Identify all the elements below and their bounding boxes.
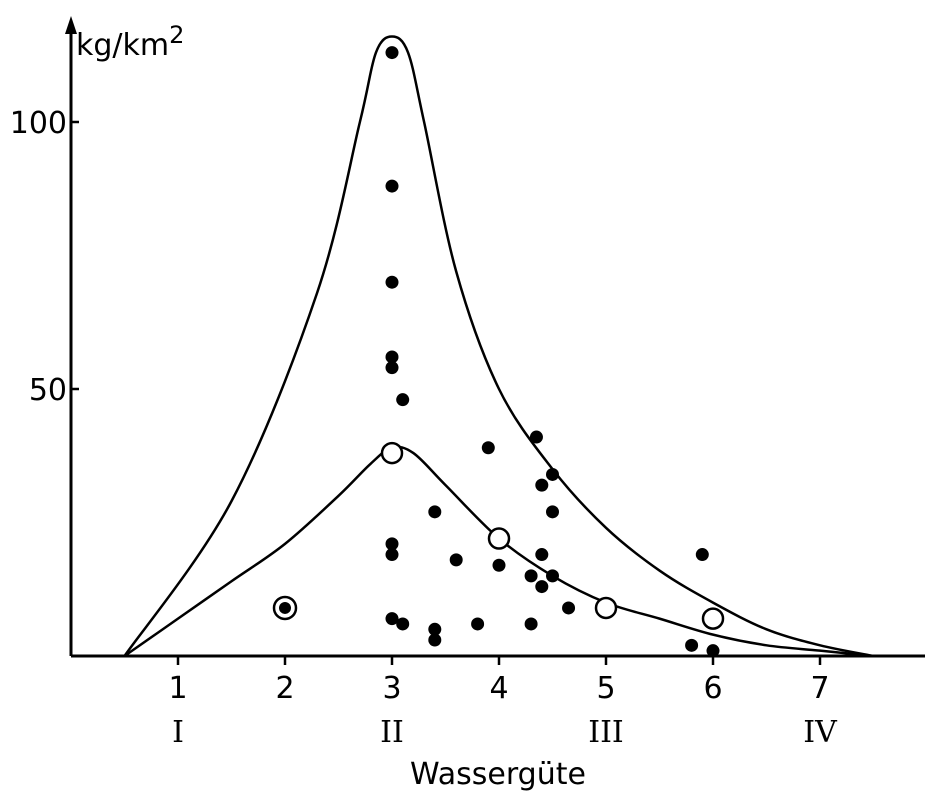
filled-data-point — [535, 580, 549, 594]
open-data-point — [701, 607, 725, 630]
roman-class-label: IV — [803, 715, 838, 750]
filled-data-point — [562, 601, 576, 615]
roman-class-label: II — [380, 715, 404, 750]
filled-data-point — [385, 350, 399, 364]
filled-data-point — [428, 622, 442, 636]
filled-data-point — [385, 179, 399, 193]
filled-data-point — [695, 548, 709, 562]
filled-data-point — [546, 569, 559, 583]
filled-data-point — [385, 548, 399, 562]
filled-data-point — [385, 361, 399, 375]
y-axis-arrow-icon — [65, 16, 77, 34]
x-tick-label: 7 — [810, 671, 829, 706]
ringed-data-point-center — [279, 601, 291, 614]
y-axis-title-unit: kg/km — [76, 28, 169, 63]
envelope-curves — [123, 35, 874, 658]
filled-data-point — [524, 569, 538, 583]
filled-data-point — [529, 430, 543, 444]
filled-data-point — [449, 553, 463, 567]
x-tick-label: 6 — [703, 671, 722, 706]
filled-data-point — [385, 537, 399, 551]
upper-envelope-curve — [123, 35, 874, 658]
filled-data-point — [471, 617, 485, 631]
y-axis-title-superscript: 2 — [169, 21, 184, 49]
y-axis-title: kg/km2 — [76, 21, 184, 63]
filled-data-point — [481, 441, 495, 455]
filled-data-point — [685, 638, 699, 652]
lower-envelope-curve — [123, 445, 874, 658]
x-tick-label: 2 — [275, 671, 294, 706]
filled-data-point — [396, 393, 410, 407]
x-tick-label: 5 — [596, 671, 615, 706]
filled-data-point — [385, 612, 399, 626]
filled-data-point — [535, 548, 549, 562]
filled-data-point — [524, 617, 538, 631]
filled-data-point — [492, 558, 506, 572]
x-tick-label: 3 — [382, 671, 401, 706]
y-tick-label: 100 — [10, 106, 67, 141]
data-points — [272, 46, 725, 658]
filled-data-point — [428, 633, 442, 647]
open-data-point — [594, 596, 618, 620]
filled-data-point — [546, 505, 559, 519]
y-tick-label: 50 — [29, 373, 67, 408]
filled-data-point — [535, 478, 549, 492]
open-data-point — [487, 527, 511, 550]
x-axis-title: Wassergüte — [410, 757, 586, 792]
filled-data-point — [396, 617, 410, 631]
open-data-point — [380, 441, 404, 465]
filled-data-point — [428, 505, 442, 519]
x-tick-label: 1 — [168, 671, 187, 706]
filled-data-point — [385, 46, 399, 60]
filled-data-point — [546, 467, 559, 481]
axis-labels: kg/km2 Wassergüte — [76, 21, 586, 792]
roman-class-label: I — [172, 715, 184, 750]
x-tick-label: 4 — [489, 671, 508, 706]
filled-data-point — [385, 275, 399, 289]
filled-data-point — [706, 644, 720, 658]
roman-class-label: III — [588, 715, 624, 750]
